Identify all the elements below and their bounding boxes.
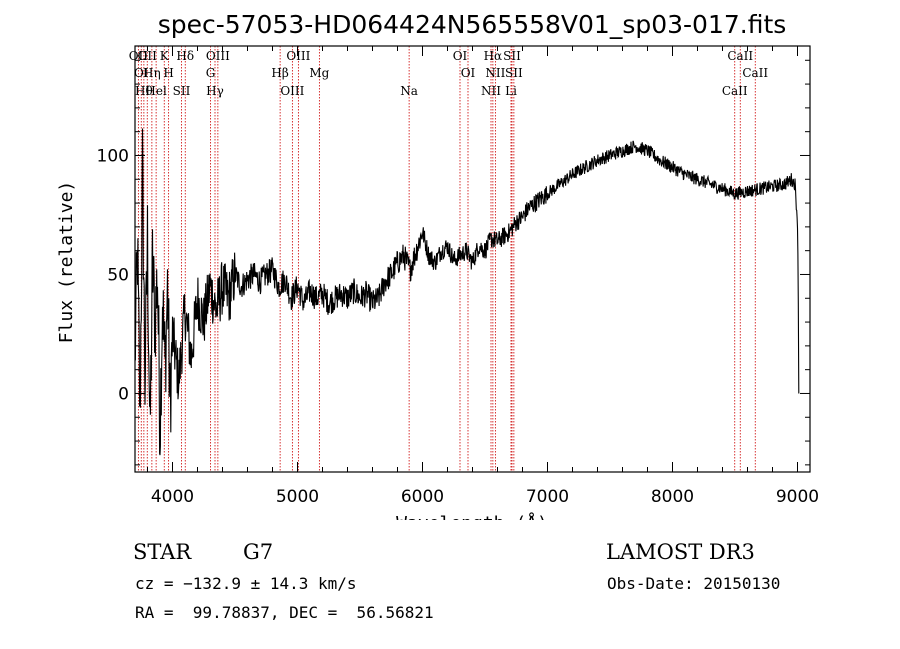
x-tick-label: 6000 — [401, 487, 444, 507]
spectral-line-label: K — [160, 49, 170, 63]
spectral-line-label: Hβ — [271, 66, 288, 80]
y-axis-label: Flux (relative) — [56, 181, 77, 344]
spectral-line-label: SII — [173, 84, 191, 98]
spectral-line-label: Hθ — [135, 84, 153, 98]
spectral-line-labels: OIIOIHθOIIHηHelKHSIIHδGHγOIIIHβOIIIOIIIM… — [129, 49, 769, 98]
spectral-line-label: SII — [503, 49, 521, 63]
x-axis-label: Wavelength (Å) — [396, 512, 548, 520]
x-tick-label: 4000 — [151, 487, 194, 507]
spectral-line-label: CaII — [742, 66, 768, 80]
spectral-line-label: OIII — [206, 49, 230, 63]
obs-date: Obs-Date: 20150130 — [607, 574, 781, 593]
spectral-line-label: OI — [134, 66, 149, 80]
spectral-line-label: Hη — [143, 66, 161, 80]
y-tick-label: 0 — [118, 384, 129, 404]
spectral-line-label: Mg — [309, 66, 329, 80]
spectrum-chart: spec-57053-HD064424N565558V01_sp03-017.f… — [56, 10, 820, 520]
spectral-line-label: OI — [461, 66, 476, 80]
spectral-line-label: Li — [505, 84, 517, 98]
x-tick-label: 7000 — [526, 487, 569, 507]
spectral-line-label: OII — [138, 49, 158, 63]
spectral-line-label: NII — [481, 84, 501, 98]
x-tick-label: 9000 — [776, 487, 819, 507]
spectral-line-label: CaII — [722, 84, 748, 98]
spectral-line-label: CaII — [727, 49, 753, 63]
redshift-text: cz = −132.9 ± 14.3 km/s — [135, 574, 357, 593]
spectral-line-label: OIII — [280, 84, 304, 98]
object-class: STAR — [133, 540, 192, 564]
spectral-line-label: SII — [505, 66, 523, 80]
axis-ticks — [135, 46, 810, 472]
survey-name: LAMOST DR3 — [606, 540, 755, 564]
spectral-line-label: H — [163, 66, 173, 80]
spectral-line-label: Hδ — [176, 49, 194, 63]
spectrum-line — [134, 128, 800, 456]
object-subclass: G7 — [243, 540, 274, 564]
x-tick-label: 8000 — [651, 487, 694, 507]
y-tick-label: 100 — [97, 146, 129, 166]
spectral-line-label: Hel — [145, 84, 167, 98]
axis-tick-labels: 4000 5000 6000 7000 8000 9000 0 50 100 — [97, 146, 820, 507]
spectral-line-label: OII — [129, 49, 149, 63]
y-tick-label: 50 — [107, 265, 129, 285]
spectral-line-label: NII — [485, 66, 505, 80]
spectral-line-label: Hα — [484, 49, 503, 63]
x-tick-label: 5000 — [276, 487, 319, 507]
spectral-line-label: Na — [400, 84, 418, 98]
spectral-line-label: OIII — [286, 49, 310, 63]
chart-title: spec-57053-HD064424N565558V01_sp03-017.f… — [158, 10, 787, 39]
spectral-line-markers — [137, 46, 756, 472]
spectral-line-label: Hγ — [206, 84, 224, 98]
spectral-line-label: G — [206, 66, 216, 80]
spectral-line-label: OI — [453, 49, 468, 63]
coordinates: RA = 99.78837, DEC = 56.56821 — [135, 603, 434, 622]
